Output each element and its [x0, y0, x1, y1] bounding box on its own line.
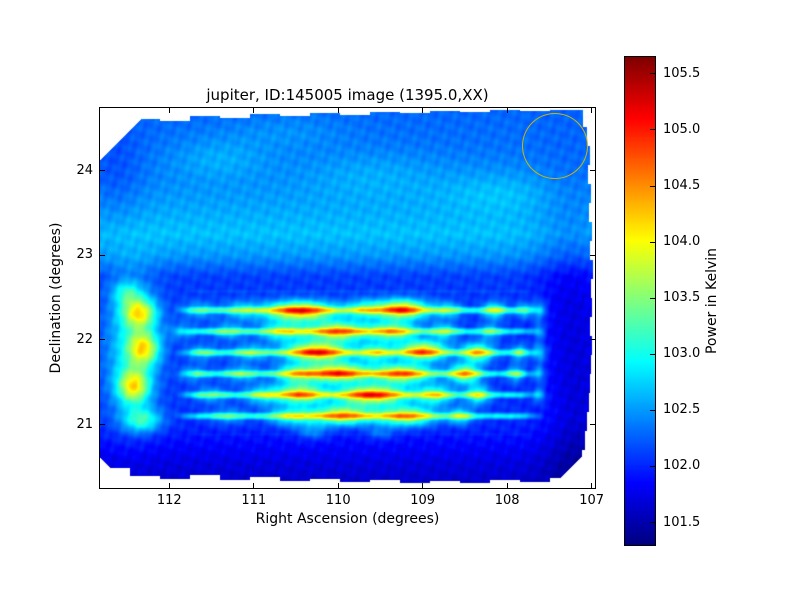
- x-tick-label: 108: [494, 493, 520, 508]
- y-tick-mark: [590, 254, 595, 256]
- x-tick-mark: [253, 483, 255, 488]
- colorbar-tick-label: 103.5: [663, 290, 701, 306]
- y-tick-mark: [100, 424, 105, 426]
- y-tick-label: 23: [76, 247, 93, 263]
- x-tick-mark: [591, 483, 593, 488]
- x-tick-mark: [337, 108, 339, 113]
- y-tick-mark: [100, 170, 105, 172]
- x-tick-mark: [422, 483, 424, 488]
- heatmap-canvas: [100, 108, 595, 488]
- x-tick-label: 109: [410, 493, 436, 508]
- x-tick-mark: [337, 483, 339, 488]
- x-tick-label: 111: [241, 493, 267, 508]
- colorbar-tick-label: 102.0: [663, 458, 701, 474]
- x-tick-label: 112: [156, 493, 182, 508]
- y-tick-label: 21: [76, 416, 93, 432]
- plot-area: [99, 107, 596, 489]
- y-tick-mark: [590, 424, 595, 426]
- y-tick-label: 24: [76, 162, 93, 178]
- colorbar-tick-label: 101.5: [663, 514, 701, 530]
- colorbar-tick-mark: [650, 129, 655, 131]
- colorbar-tick-mark: [650, 241, 655, 243]
- x-tick-mark: [506, 483, 508, 488]
- annotation-circle: [521, 113, 588, 180]
- colorbar-tick-mark: [650, 409, 655, 411]
- y-tick-mark: [590, 170, 595, 172]
- x-tick-mark: [168, 108, 170, 113]
- x-tick-mark: [168, 483, 170, 488]
- colorbar-tick-label: 104.0: [663, 234, 701, 250]
- colorbar-tick-mark: [650, 185, 655, 187]
- plot-title: jupiter, ID:145005 image (1395.0,XX): [206, 86, 489, 104]
- y-tick-mark: [590, 339, 595, 341]
- colorbar-tick-label: 105.5: [663, 65, 701, 81]
- colorbar-tick-label: 102.5: [663, 402, 701, 418]
- colorbar-tick-mark: [650, 73, 655, 75]
- colorbar-tick-mark: [650, 522, 655, 524]
- x-tick-mark: [422, 108, 424, 113]
- colorbar-tick-label: 105.0: [663, 121, 701, 137]
- x-tick-label: 110: [325, 493, 351, 508]
- x-tick-mark: [506, 108, 508, 113]
- y-tick-mark: [100, 339, 105, 341]
- x-tick-mark: [253, 108, 255, 113]
- x-tick-mark: [591, 108, 593, 113]
- colorbar-tick-mark: [650, 297, 655, 299]
- colorbar-tick-mark: [650, 465, 655, 467]
- y-tick-label: 22: [76, 331, 93, 347]
- y-axis-label: Declination (degrees): [48, 222, 64, 374]
- x-tick-label: 107: [579, 493, 605, 508]
- colorbar-canvas: [625, 57, 655, 545]
- colorbar-tick-label: 104.5: [663, 178, 701, 193]
- colorbar: [624, 56, 656, 546]
- colorbar-tick-label: 103.0: [663, 346, 701, 362]
- y-tick-mark: [100, 254, 105, 256]
- x-axis-label: Right Ascension (degrees): [255, 511, 440, 527]
- colorbar-tick-mark: [650, 353, 655, 355]
